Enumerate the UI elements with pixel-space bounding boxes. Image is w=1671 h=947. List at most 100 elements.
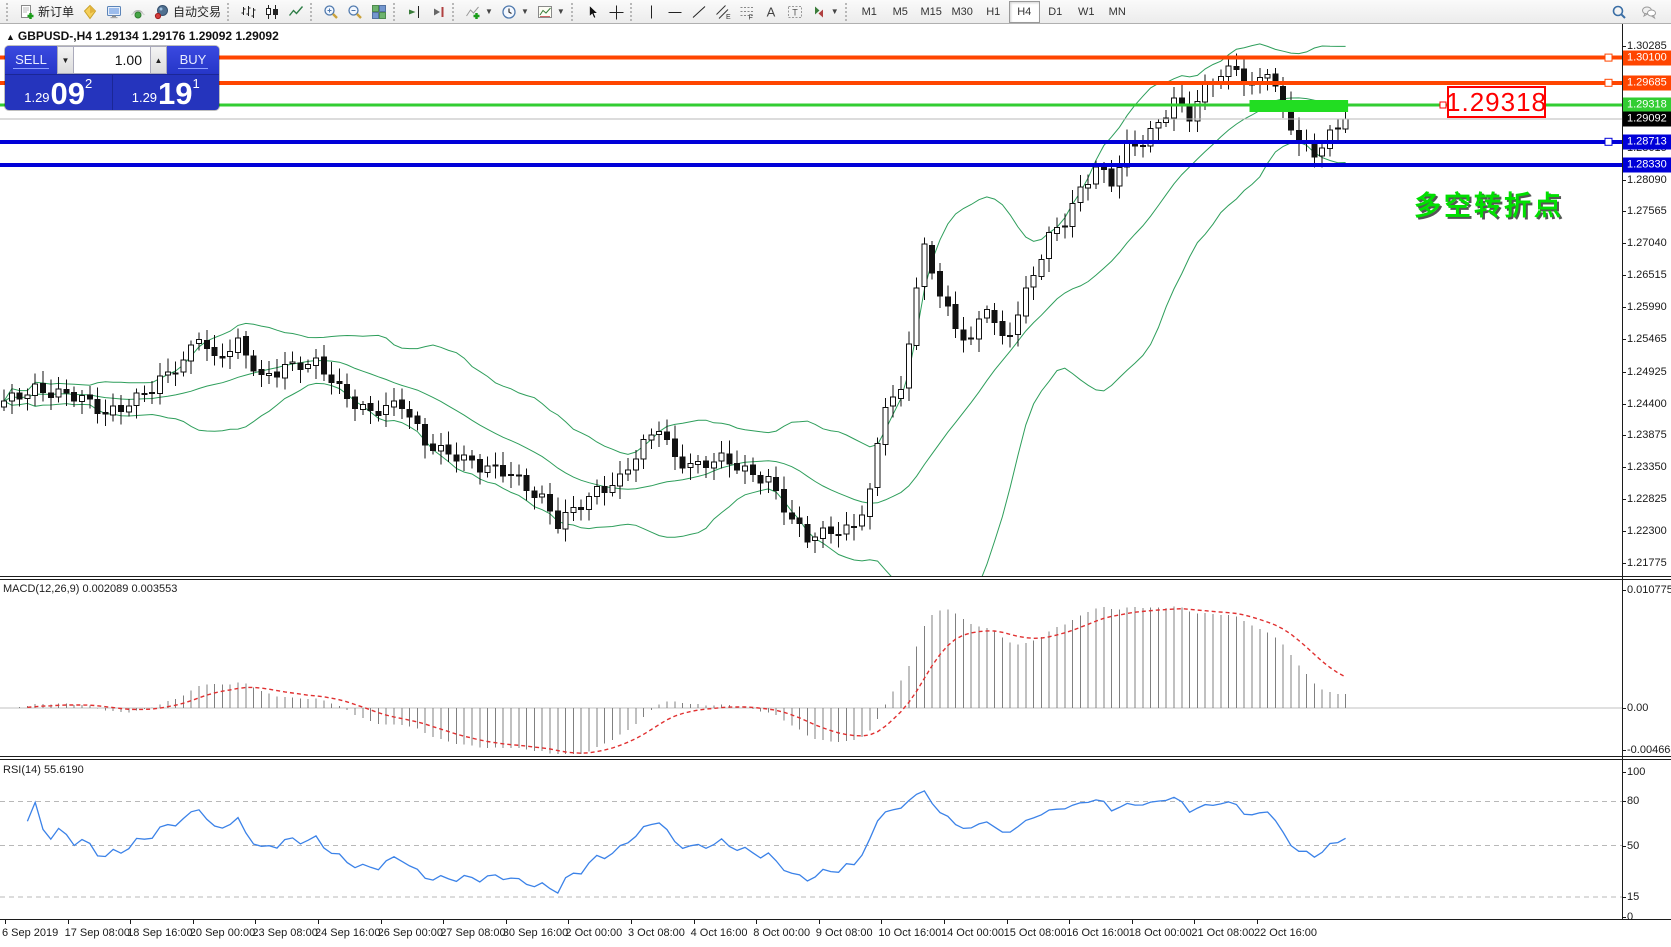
date-axis-label: 4 Oct 16:00 <box>690 927 748 939</box>
rsi-pane-canvas[interactable] <box>0 760 1622 919</box>
green-line-handle[interactable] <box>1439 101 1447 109</box>
pane-separator[interactable] <box>0 576 1671 580</box>
buy-button[interactable]: BUY <box>167 46 219 74</box>
sell-price-sup: 2 <box>85 76 93 91</box>
timeframe-m30-button[interactable]: M30 <box>947 1 978 23</box>
volume-increase-button[interactable]: ▲ <box>150 46 167 74</box>
cursor-button[interactable] <box>580 1 604 23</box>
channel-button[interactable]: E <box>711 1 735 23</box>
chat-icon <box>1641 4 1657 20</box>
macd-axis-tick: 0.00 <box>1621 702 1649 714</box>
pane-separator[interactable] <box>0 756 1671 760</box>
date-axis-tickmark <box>1131 920 1133 924</box>
text-label-button[interactable]: T <box>783 1 807 23</box>
zoom-in-button[interactable] <box>319 1 343 23</box>
svg-text:A: A <box>766 4 775 19</box>
green-rectangle-object[interactable] <box>1249 100 1349 112</box>
hline-handle[interactable] <box>1604 78 1613 87</box>
hline-handle[interactable] <box>1604 53 1613 62</box>
chart-wizard-button[interactable] <box>78 1 102 23</box>
indicators-button[interactable]: ▼ <box>461 1 497 23</box>
wizard-icon <box>82 4 98 20</box>
timeframe-d1-button[interactable]: D1 <box>1040 1 1071 23</box>
price-level-badge: 1.29318 <box>1623 97 1671 113</box>
arrows-button[interactable]: ▼ <box>807 1 843 23</box>
buy-price-display[interactable]: 1.29 19 1 <box>113 75 220 110</box>
auto-scroll-button[interactable] <box>426 1 450 23</box>
terminal-button[interactable] <box>102 1 126 23</box>
date-axis-label: 15 Oct 08:00 <box>1003 927 1067 939</box>
macd-pane-canvas[interactable] <box>0 580 1622 756</box>
timeframe-mn-button[interactable]: MN <box>1102 1 1133 23</box>
date-axis-label: 20 Sep 00:00 <box>189 927 256 939</box>
search-button[interactable] <box>1607 1 1631 23</box>
timeframe-h1-button[interactable]: H1 <box>978 1 1009 23</box>
trendline-button[interactable] <box>687 1 711 23</box>
crosshair-button[interactable] <box>604 1 628 23</box>
new-order-button-label: 新订单 <box>38 5 75 19</box>
horizontal-line-button[interactable] <box>663 1 687 23</box>
line-chart-button[interactable] <box>284 1 308 23</box>
volume-input[interactable] <box>74 46 150 74</box>
sell-price-big: 09 <box>50 75 86 110</box>
bollinger-upper-line <box>3 43 1346 455</box>
date-axis-label: 30 Sep 16:00 <box>502 927 569 939</box>
timeframe-m5-button[interactable]: M5 <box>885 1 916 23</box>
date-axis-tickmark <box>192 920 194 924</box>
date-axis-tickmark <box>318 920 319 924</box>
rsi-line <box>26 790 1346 895</box>
date-axis-tickmark <box>1194 920 1196 924</box>
turning-point-note[interactable]: 多空转折点 <box>1414 191 1564 222</box>
candlestick-chart-button[interactable] <box>260 1 284 23</box>
buy-price-small: 1.29 <box>131 90 158 105</box>
price-axis-tick: 1.24925 <box>1622 365 1667 378</box>
trendline-icon <box>691 4 707 20</box>
timeframe-w1-button[interactable]: W1 <box>1071 1 1102 23</box>
rsi-axis-tick: 0 <box>1621 911 1634 923</box>
volume-decrease-button[interactable]: ▼ <box>57 46 74 74</box>
panel-collapse-icon[interactable]: ▲ <box>6 32 15 42</box>
chart-shift-button[interactable] <box>402 1 426 23</box>
signals-button[interactable] <box>126 1 150 23</box>
text-button[interactable]: A <box>759 1 783 23</box>
price-axis-tick: 1.25465 <box>1622 332 1667 345</box>
time-axis-border <box>0 919 1671 920</box>
indicators-icon <box>465 4 481 20</box>
sell-button[interactable]: SELL <box>5 46 57 74</box>
price-chart-canvas[interactable] <box>0 24 1622 576</box>
fibonacci-button[interactable]: F <box>735 1 759 23</box>
label-icon: T <box>787 4 803 20</box>
date-axis-label: 17 Sep 08:00 <box>64 927 131 939</box>
templates-button[interactable]: ▼ <box>533 1 569 23</box>
timeframe-m15-button[interactable]: M15 <box>916 1 947 23</box>
price-annotation-box[interactable]: 1.29318 <box>1446 86 1547 118</box>
autotrading-button[interactable]: 自动交易 <box>150 1 225 23</box>
vertical-line-button[interactable] <box>639 1 663 23</box>
text-icon: A <box>763 4 779 20</box>
bar-chart-button[interactable] <box>236 1 260 23</box>
price-axis-tick: 1.27565 <box>1622 205 1667 218</box>
date-axis-label: 22 Oct 16:00 <box>1254 927 1317 939</box>
timeframe-h4-button[interactable]: H4 <box>1008 0 1040 23</box>
svg-text:E: E <box>726 14 731 20</box>
new-order-button[interactable]: 新订单 <box>15 1 78 23</box>
toolbar-grip <box>844 2 850 21</box>
bollinger-middle-line <box>3 97 1346 504</box>
date-axis-label: 14 Oct 00:00 <box>941 927 1004 939</box>
tile-windows-button[interactable] <box>367 1 391 23</box>
timeframe-m1-button[interactable]: M1 <box>854 1 885 23</box>
price-axis-border <box>1622 24 1623 920</box>
shift-icon <box>406 4 422 20</box>
price-level-badge: 1.29685 <box>1623 75 1671 91</box>
date-axis-label: 18 Oct 00:00 <box>1128 927 1192 939</box>
toolbar-grip <box>452 2 457 21</box>
toolbar-grip <box>393 2 398 21</box>
chat-button[interactable] <box>1637 1 1661 23</box>
hline-handle[interactable] <box>1604 137 1613 146</box>
zoom-out-button[interactable] <box>343 1 367 23</box>
periods-button[interactable]: ▼ <box>497 1 533 23</box>
date-axis-tickmark <box>255 920 257 924</box>
sell-price-display[interactable]: 1.29 09 2 <box>5 75 113 110</box>
date-axis-tickmark <box>818 920 820 924</box>
crosshair-icon <box>608 4 624 20</box>
